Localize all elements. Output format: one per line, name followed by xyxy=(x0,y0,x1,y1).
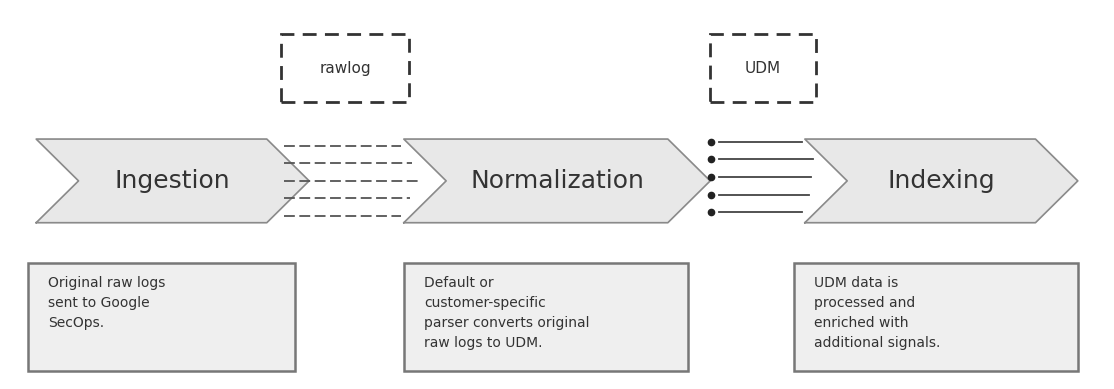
Text: Normalization: Normalization xyxy=(470,169,644,193)
Polygon shape xyxy=(403,139,711,223)
FancyBboxPatch shape xyxy=(711,34,815,102)
Text: UDM: UDM xyxy=(745,61,781,75)
Polygon shape xyxy=(804,139,1078,223)
Text: Indexing: Indexing xyxy=(888,169,995,193)
Text: Default or
customer-specific
parser converts original
raw logs to UDM.: Default or customer-specific parser conv… xyxy=(423,276,589,350)
Text: UDM data is
processed and
enriched with
additional signals.: UDM data is processed and enriched with … xyxy=(813,276,940,350)
FancyBboxPatch shape xyxy=(28,263,295,371)
Text: Original raw logs
sent to Google
SecOps.: Original raw logs sent to Google SecOps. xyxy=(48,276,165,330)
FancyBboxPatch shape xyxy=(793,263,1077,371)
FancyBboxPatch shape xyxy=(282,34,410,102)
Text: rawlog: rawlog xyxy=(320,61,371,75)
FancyBboxPatch shape xyxy=(403,263,688,371)
Text: Ingestion: Ingestion xyxy=(115,169,231,193)
Polygon shape xyxy=(36,139,310,223)
